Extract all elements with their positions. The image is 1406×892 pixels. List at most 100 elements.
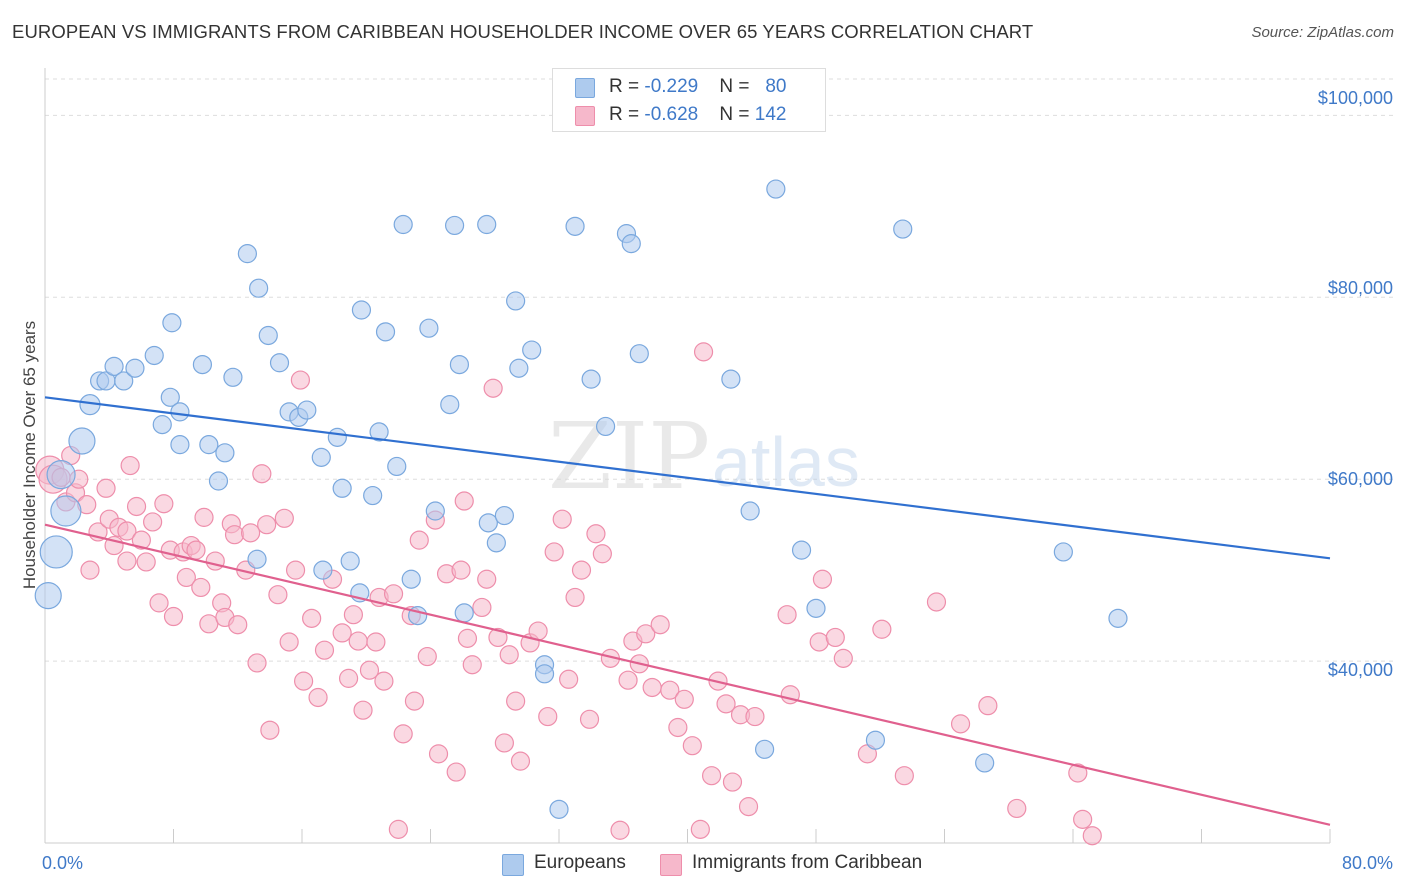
point-caribbean-77	[462, 655, 482, 675]
point-caribbean-106	[668, 717, 688, 738]
point-europeans-55	[509, 358, 529, 378]
point-caribbean-43	[260, 720, 280, 740]
point-caribbean-60	[366, 632, 386, 652]
point-caribbean-75	[454, 491, 474, 511]
point-caribbean-57	[348, 631, 368, 651]
legend-n-value: 80	[765, 76, 787, 97]
point-caribbean-73	[446, 762, 466, 782]
point-europeans-51	[478, 513, 498, 533]
point-caribbean-42	[257, 515, 277, 535]
point-caribbean-123	[833, 648, 853, 668]
point-caribbean-125	[872, 619, 892, 639]
point-caribbean-17	[126, 496, 147, 517]
point-caribbean-120	[809, 632, 829, 652]
point-europeans-1	[39, 535, 73, 569]
point-europeans-20	[215, 443, 235, 463]
y-axis-label: Householder Income Over 65 years	[20, 321, 39, 589]
point-caribbean-130	[1007, 798, 1027, 819]
point-caribbean-99	[618, 670, 638, 690]
y-tick-label-40000: $40,000	[1328, 660, 1393, 680]
point-europeans-17	[192, 354, 213, 375]
point-caribbean-84	[506, 691, 526, 711]
point-europeans-9	[114, 371, 134, 391]
point-caribbean-22	[154, 494, 174, 514]
point-caribbean-80	[483, 378, 503, 398]
point-europeans-45	[425, 501, 445, 521]
point-europeans-8	[104, 356, 124, 377]
point-caribbean-131	[1068, 763, 1088, 783]
legend-n-label: N =	[719, 76, 755, 97]
point-europeans-36	[351, 300, 372, 320]
legend-swatch-caribbean	[575, 106, 595, 126]
point-caribbean-26	[176, 567, 196, 588]
watermark-atlas: atlas	[712, 423, 860, 501]
point-europeans-64	[621, 234, 641, 254]
point-caribbean-122	[825, 627, 845, 648]
point-europeans-39	[375, 322, 396, 342]
point-europeans-70	[791, 540, 812, 560]
point-europeans-18	[199, 435, 219, 455]
point-caribbean-90	[552, 509, 572, 529]
point-europeans-37	[363, 485, 383, 506]
point-caribbean-16	[120, 455, 140, 476]
point-caribbean-47	[285, 560, 306, 580]
point-caribbean-45	[274, 508, 294, 528]
point-caribbean-98	[610, 820, 630, 840]
point-europeans-14	[162, 313, 182, 333]
point-europeans-25	[258, 325, 278, 346]
point-europeans-54	[506, 291, 526, 311]
point-europeans-69	[766, 179, 786, 199]
point-caribbean-94	[579, 709, 600, 729]
point-caribbean-96	[592, 544, 612, 564]
point-caribbean-46	[279, 632, 299, 652]
legend-n-value: 142	[754, 104, 787, 125]
point-caribbean-18	[131, 530, 151, 550]
point-europeans-59	[549, 799, 569, 819]
point-caribbean-104	[650, 615, 670, 635]
point-caribbean-44	[268, 585, 288, 605]
point-caribbean-109	[690, 819, 710, 839]
legend-swatch-europeans	[575, 78, 595, 98]
point-caribbean-108	[682, 736, 702, 756]
point-europeans-38	[369, 422, 389, 442]
point-caribbean-85	[510, 751, 531, 771]
point-caribbean-50	[302, 608, 322, 628]
point-caribbean-51	[308, 687, 328, 708]
point-europeans-65	[629, 344, 649, 364]
bottom-legend-label-caribbean: Immigrants from Caribbean	[692, 852, 923, 873]
point-europeans-34	[340, 551, 360, 571]
point-europeans-3	[50, 495, 82, 527]
point-caribbean-52	[314, 640, 335, 660]
point-caribbean-55	[338, 668, 359, 688]
point-europeans-30	[311, 447, 331, 467]
point-europeans-19	[208, 471, 229, 491]
point-europeans-0	[34, 582, 62, 610]
point-europeans-48	[449, 354, 470, 375]
point-caribbean-30	[194, 507, 214, 527]
point-europeans-11	[144, 345, 164, 366]
point-europeans-24	[247, 549, 267, 569]
point-europeans-73	[893, 219, 913, 239]
y-tick-label-80000: $80,000	[1328, 278, 1393, 298]
point-caribbean-8	[80, 560, 100, 580]
point-caribbean-116	[738, 797, 759, 817]
point-caribbean-19	[136, 552, 156, 572]
y-tick-label-100000: $100,000	[1318, 88, 1393, 108]
point-europeans-67	[740, 501, 760, 521]
point-caribbean-49	[294, 671, 314, 691]
legend-text-europeans: R = -0.229 N = 80	[609, 76, 786, 98]
point-europeans-58	[534, 664, 555, 684]
point-caribbean-31	[199, 614, 219, 634]
point-caribbean-69	[417, 646, 437, 667]
point-europeans-49	[454, 603, 474, 623]
point-europeans-42	[401, 569, 421, 589]
point-caribbean-67	[404, 691, 425, 711]
point-caribbean-59	[359, 660, 380, 680]
point-europeans-40	[387, 456, 407, 477]
point-caribbean-14	[117, 551, 137, 571]
point-europeans-44	[419, 318, 439, 338]
point-caribbean-62	[374, 671, 394, 691]
point-europeans-16	[170, 435, 190, 455]
point-caribbean-58	[353, 700, 373, 720]
